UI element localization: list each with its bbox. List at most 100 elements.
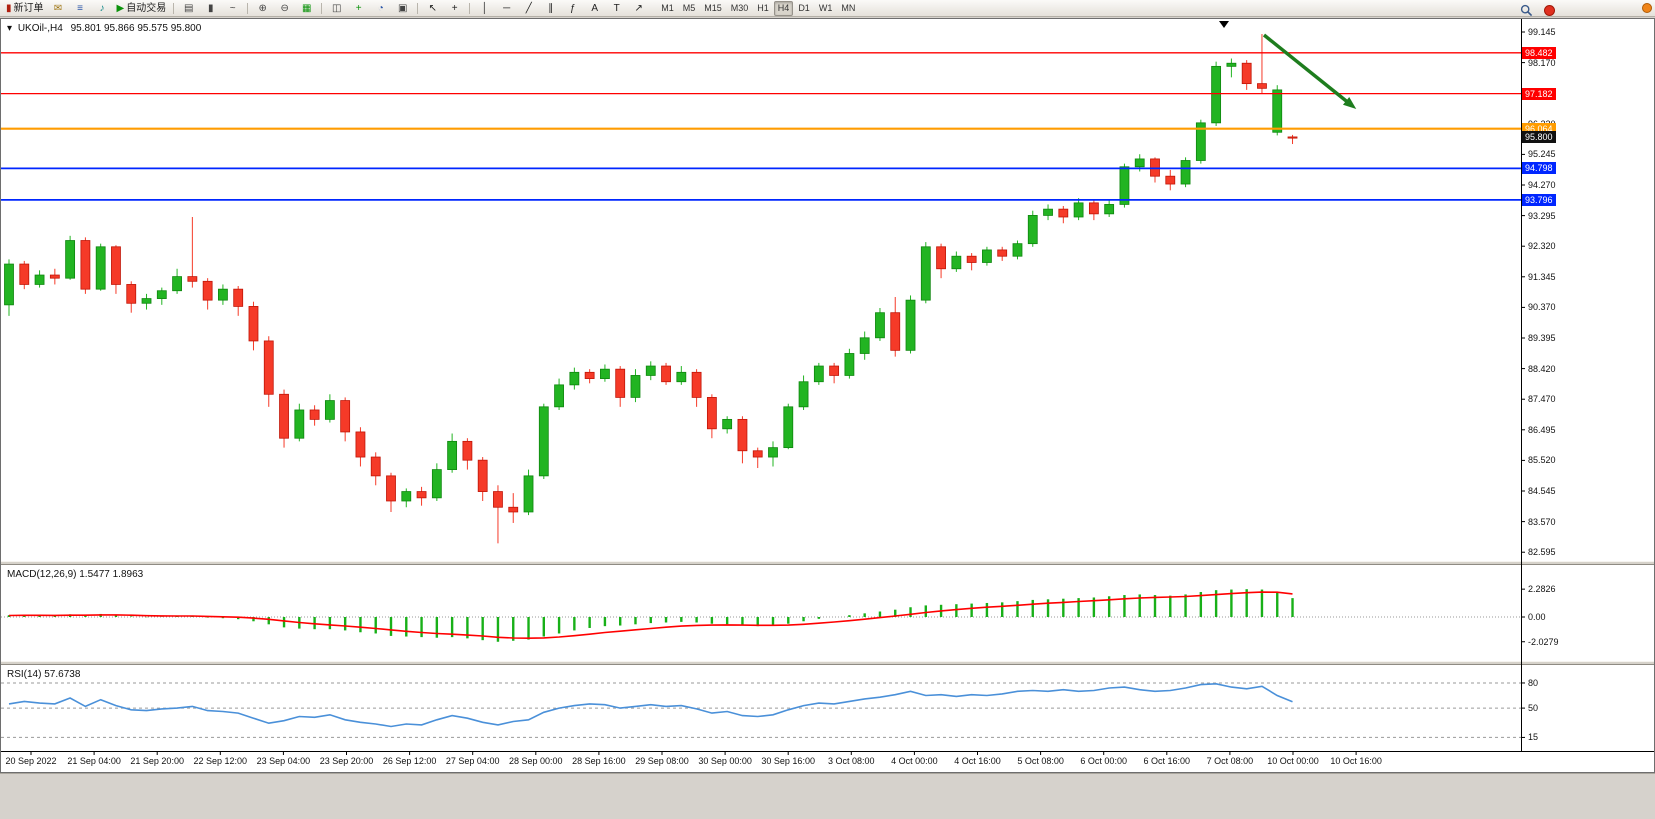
new-chart-icon[interactable]: + bbox=[348, 0, 369, 17]
grid-icon: ▦ bbox=[301, 2, 312, 14]
autotrade-button[interactable]: ▶ 自动交易 bbox=[114, 0, 170, 17]
candle bbox=[65, 240, 76, 279]
candle bbox=[722, 418, 733, 430]
timeframe-group: M1 M5 M15 M30 H1 H4 D1 W1 MN bbox=[657, 0, 859, 16]
candle bbox=[19, 263, 30, 285]
candle bbox=[493, 491, 503, 508]
candle bbox=[569, 371, 580, 386]
rsi-axis-label: 80 bbox=[1528, 677, 1539, 688]
time-axis-label: 3 Oct 08:00 bbox=[828, 756, 875, 766]
chart-overlay: 98.482 97.182 96.064 95.800 94.798 93.796 99.1… bbox=[1, 19, 1654, 772]
autotrade-button-label: 自动交易 bbox=[126, 2, 167, 14]
timeframe-m30-button[interactable]: M30 bbox=[730, 2, 749, 13]
tile-windows-icon: ◫ bbox=[331, 2, 342, 14]
tile-windows-icon[interactable]: ◫ bbox=[326, 0, 347, 17]
symbol-period-label: UKOil-,H4 bbox=[17, 23, 63, 34]
time-axis-label: 29 Sep 08:00 bbox=[635, 756, 689, 766]
time-axis-label: 10 Oct 16:00 bbox=[1330, 756, 1382, 766]
candle bbox=[187, 276, 198, 282]
rsi-line bbox=[8, 682, 1293, 728]
hline-icon[interactable]: ─ bbox=[496, 0, 517, 17]
text-icon[interactable]: A bbox=[584, 0, 605, 17]
candle bbox=[538, 406, 549, 477]
candle bbox=[661, 365, 671, 383]
zoom-in-icon[interactable]: ⊕ bbox=[252, 0, 273, 17]
status-bar bbox=[0, 773, 1655, 819]
candle bbox=[370, 456, 381, 477]
vline-icon[interactable]: │ bbox=[474, 0, 495, 17]
mailbox-icon: ✉ bbox=[53, 2, 63, 14]
mailbox-icon[interactable]: ✉ bbox=[48, 0, 69, 17]
new-order-button[interactable]: ▮ 新订单 bbox=[3, 0, 47, 17]
candle bbox=[126, 284, 137, 304]
timeframe-d1-button[interactable]: D1 bbox=[798, 2, 810, 13]
candle bbox=[523, 475, 534, 513]
candle bbox=[95, 246, 106, 290]
candle bbox=[447, 440, 458, 470]
time-axis-label: 20 Sep 2022 bbox=[5, 756, 57, 766]
candle bbox=[34, 274, 45, 285]
price-tag: 96.064 bbox=[1522, 122, 1556, 135]
toolbar: ▮ 新订单 ✉ ≡ ♪ ▶ 自动交易 ▤ ▮ ~ ⊕ ⊖ ▦ ◫ + ◔ ▣ ↖ + │ ─ ╱ ∥ ƒ A T ↗ M1 M5 M15… bbox=[0, 0, 1655, 17]
time-axis-label: 6 Oct 00:00 bbox=[1080, 756, 1127, 766]
candle bbox=[1150, 158, 1160, 177]
template-icon[interactable]: ▣ bbox=[392, 0, 413, 17]
legend-collapse-icon[interactable]: ▾ bbox=[7, 23, 13, 34]
candle bbox=[477, 459, 488, 492]
channel-icon[interactable]: ∥ bbox=[540, 0, 561, 17]
price-tag: 94.798 bbox=[1522, 162, 1556, 175]
timeframe-m1-button[interactable]: M1 bbox=[661, 2, 674, 13]
toolbar-separator bbox=[469, 2, 471, 14]
timeframe-mn-button[interactable]: MN bbox=[841, 2, 856, 13]
label-icon[interactable]: T bbox=[606, 0, 627, 17]
cursor-icon[interactable]: ↖ bbox=[422, 0, 443, 17]
connection-status-icon bbox=[1642, 3, 1652, 13]
time-axis-label: 22 Sep 12:00 bbox=[193, 756, 248, 766]
fibonacci-icon: ƒ bbox=[569, 2, 576, 14]
candle bbox=[737, 418, 748, 452]
notification-icon[interactable] bbox=[1544, 5, 1555, 16]
timeframe-m15-button[interactable]: M15 bbox=[704, 2, 722, 13]
quotes-icon: ≡ bbox=[77, 2, 83, 14]
candle bbox=[783, 406, 794, 449]
trendline-icon[interactable]: ╱ bbox=[518, 0, 539, 17]
timeframe-m5-button[interactable]: M5 bbox=[682, 2, 696, 13]
candle bbox=[233, 288, 244, 307]
price-axis-label: 93.295 bbox=[1528, 210, 1556, 221]
period-icon: ◔ bbox=[377, 2, 384, 14]
sound-icon[interactable]: ♪ bbox=[92, 0, 113, 17]
arrows-icon[interactable]: ↗ bbox=[628, 0, 649, 17]
candle bbox=[309, 409, 320, 420]
candle bbox=[172, 276, 182, 292]
candle bbox=[263, 340, 274, 395]
candle bbox=[584, 371, 595, 379]
candle bbox=[156, 290, 167, 299]
time-marker-icon bbox=[1219, 21, 1229, 28]
zoom-out-icon[interactable]: ⊖ bbox=[274, 0, 295, 17]
candle bbox=[554, 384, 564, 408]
trend-arrow-head bbox=[1342, 96, 1357, 110]
timeframe-h1-button[interactable]: H1 bbox=[757, 2, 769, 13]
candle bbox=[355, 431, 366, 458]
chart-bars-icon[interactable]: ▤ bbox=[178, 0, 199, 17]
cursor-icon: ↖ bbox=[428, 2, 437, 14]
period-icon[interactable]: ◔ bbox=[370, 0, 391, 17]
candle bbox=[248, 306, 259, 342]
search-icon[interactable] bbox=[1516, 2, 1537, 19]
candle bbox=[279, 393, 289, 439]
timeframe-h4-button[interactable]: H4 bbox=[773, 0, 794, 16]
timeframe-w1-button[interactable]: W1 bbox=[818, 2, 833, 13]
zoom-out-icon: ⊖ bbox=[280, 2, 289, 14]
chart-candles-icon[interactable]: ▮ bbox=[200, 0, 221, 17]
quotes-icon[interactable]: ≡ bbox=[70, 0, 91, 17]
crosshair-icon[interactable]: + bbox=[444, 0, 465, 17]
rsi-legend: RSI(14) 57.6738 bbox=[7, 669, 81, 680]
fibonacci-icon[interactable]: ƒ bbox=[562, 0, 583, 17]
time-axis-label: 21 Sep 20:00 bbox=[130, 756, 184, 766]
price-axis-label: 95.245 bbox=[1528, 149, 1556, 160]
chart-line-icon[interactable]: ~ bbox=[222, 0, 243, 17]
candle bbox=[431, 469, 442, 499]
grid-icon[interactable]: ▦ bbox=[296, 0, 317, 17]
chart-window[interactable]: 98.482 97.182 96.064 95.800 94.798 93.796 99.1… bbox=[0, 18, 1655, 773]
chart-canvas[interactable] bbox=[1, 19, 1654, 772]
